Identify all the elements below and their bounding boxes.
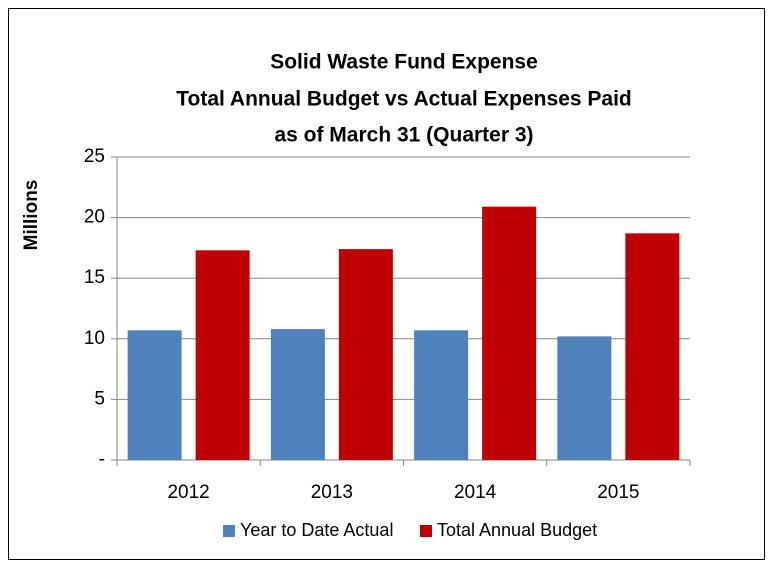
chart-title: as of March 31 (Quarter 3): [274, 124, 533, 147]
y-axis-label: Millions: [21, 180, 42, 251]
y-tick-label: 15: [84, 267, 105, 288]
x-tick-label: 2014: [454, 482, 497, 503]
chart-title: Total Annual Budget vs Actual Expenses P…: [176, 88, 631, 111]
bar: [482, 206, 537, 460]
bar: [625, 233, 680, 460]
y-tick-label: 25: [84, 146, 105, 167]
legend-swatch: [223, 525, 235, 537]
y-tick-label: 20: [84, 207, 105, 228]
bar: [127, 330, 182, 460]
legend-swatch: [420, 525, 432, 537]
y-tick-label: 5: [94, 388, 105, 409]
x-tick-label: 2013: [311, 482, 353, 503]
bar: [338, 249, 393, 460]
bar: [414, 330, 469, 460]
bar: [557, 336, 612, 460]
bar: [270, 329, 325, 460]
x-tick-label: 2012: [167, 482, 209, 503]
y-tick-label: -: [99, 449, 105, 470]
chart-title: Solid Waste Fund Expense: [270, 51, 538, 74]
bar: [195, 250, 250, 460]
legend-label: Year to Date Actual: [240, 520, 393, 540]
x-tick-label: 2015: [597, 482, 639, 503]
y-tick-label: 10: [84, 328, 105, 349]
legend-label: Total Annual Budget: [437, 520, 597, 540]
